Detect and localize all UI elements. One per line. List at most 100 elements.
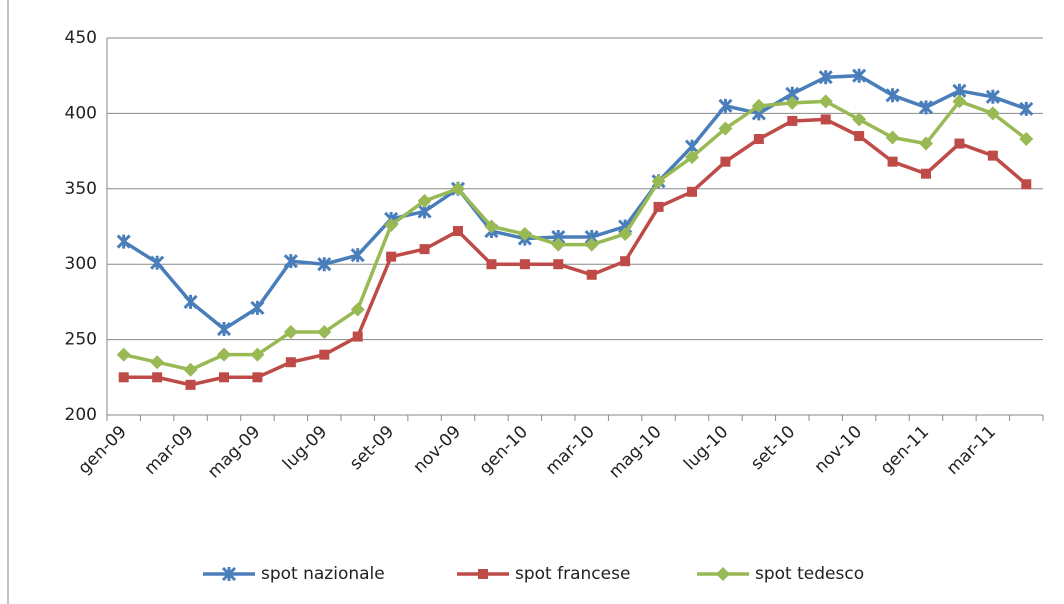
x-tick-label: mar-11 xyxy=(943,422,1000,479)
marker xyxy=(1019,132,1034,147)
series-line xyxy=(123,99,1028,372)
marker xyxy=(386,251,397,262)
marker xyxy=(553,259,564,270)
marker xyxy=(319,349,330,360)
marker xyxy=(484,219,499,234)
marker xyxy=(787,115,798,126)
marker xyxy=(985,89,1000,104)
marker xyxy=(720,156,731,167)
marker xyxy=(987,150,998,161)
series-line xyxy=(122,73,1027,332)
marker xyxy=(486,259,497,270)
marker xyxy=(687,186,697,197)
marker xyxy=(350,302,365,317)
marker xyxy=(317,325,332,340)
marker xyxy=(478,569,488,579)
marker xyxy=(887,156,898,167)
y-tick-label: 200 xyxy=(65,405,97,425)
x-tick-label: mag-09 xyxy=(204,422,264,482)
marker xyxy=(517,227,532,242)
x-tick-label: mar-10 xyxy=(542,422,599,479)
marker xyxy=(918,100,934,115)
marker xyxy=(283,254,298,269)
marker xyxy=(217,347,231,362)
marker xyxy=(718,121,733,136)
legend-label: spot nazionale xyxy=(261,564,385,584)
marker xyxy=(818,94,833,109)
marker xyxy=(419,244,430,255)
marker xyxy=(718,98,733,113)
marker xyxy=(453,226,463,237)
y-tick-label: 300 xyxy=(65,254,97,274)
marker xyxy=(885,130,900,145)
marker xyxy=(250,347,265,362)
marker xyxy=(1021,179,1032,190)
x-tick-label: lug-10 xyxy=(680,422,732,474)
x-tick-label: mag-10 xyxy=(605,422,665,482)
marker xyxy=(519,259,530,270)
marker xyxy=(620,256,631,267)
marker xyxy=(753,134,764,145)
marker xyxy=(751,98,766,113)
marker xyxy=(417,193,432,208)
legend-label: spot tedesco xyxy=(755,564,864,584)
marker xyxy=(116,347,131,362)
marker xyxy=(285,357,296,368)
x-tick-label: mar-09 xyxy=(141,422,198,479)
marker xyxy=(185,379,196,390)
marker xyxy=(685,150,699,165)
marker xyxy=(350,248,365,263)
marker xyxy=(221,566,237,582)
y-tick-label: 450 xyxy=(65,28,97,48)
marker xyxy=(352,331,363,342)
series-line xyxy=(123,117,1028,387)
marker xyxy=(317,257,332,272)
marker xyxy=(118,372,129,383)
marker xyxy=(451,181,465,196)
x-tick-label: nov-10 xyxy=(811,422,867,478)
x-tick-label: gen-10 xyxy=(476,422,532,478)
marker xyxy=(116,234,131,249)
marker xyxy=(651,174,666,189)
marker xyxy=(384,217,399,232)
marker xyxy=(586,269,597,280)
marker xyxy=(921,168,931,179)
marker xyxy=(152,372,163,383)
marker xyxy=(283,325,298,340)
x-tick-label: gen-09 xyxy=(74,422,130,478)
marker xyxy=(250,300,265,315)
y-tick-label: 250 xyxy=(65,330,97,350)
marker xyxy=(818,70,833,85)
legend-label: spot francese xyxy=(515,564,630,584)
marker xyxy=(952,94,967,109)
marker xyxy=(216,321,232,337)
marker xyxy=(252,372,263,383)
y-tick-label: 350 xyxy=(65,179,97,199)
x-tick-label: set-09 xyxy=(346,422,398,474)
x-tick-label: gen-11 xyxy=(877,422,933,478)
x-tick-label: nov-09 xyxy=(410,422,466,478)
marker xyxy=(1019,101,1034,116)
marker xyxy=(919,136,933,151)
marker xyxy=(852,112,867,127)
marker xyxy=(852,68,867,83)
marker xyxy=(820,114,831,125)
marker xyxy=(183,362,198,377)
marker xyxy=(551,237,566,252)
marker xyxy=(653,201,664,212)
marker xyxy=(785,95,800,110)
marker xyxy=(618,227,633,242)
marker xyxy=(150,355,165,370)
marker xyxy=(985,106,1000,121)
marker xyxy=(150,255,165,270)
marker xyxy=(219,372,229,383)
marker xyxy=(716,567,730,581)
marker xyxy=(885,88,900,103)
marker xyxy=(584,237,599,252)
marker xyxy=(183,294,198,309)
marker xyxy=(954,138,965,149)
y-tick-label: 400 xyxy=(65,103,97,123)
x-tick-label: set-10 xyxy=(747,422,799,474)
x-tick-label: lug-09 xyxy=(279,422,331,474)
